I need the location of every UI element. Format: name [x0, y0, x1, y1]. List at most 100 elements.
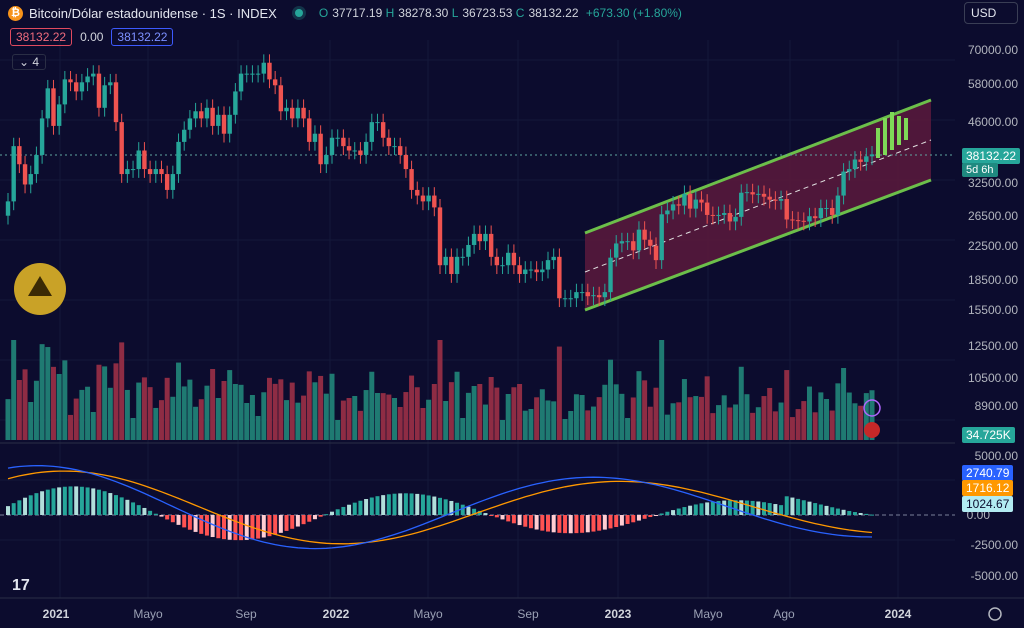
volume-bar — [136, 382, 142, 440]
candle — [193, 111, 198, 119]
candle — [756, 193, 761, 195]
candle — [159, 169, 164, 175]
candle — [62, 79, 68, 105]
candle — [204, 107, 210, 119]
symbol-title[interactable]: Bitcoin/Dólar estadounidense · 1S · INDE… — [29, 5, 277, 21]
price-tick-label: 58000.00 — [968, 77, 1018, 91]
macd-histogram-bar — [665, 511, 670, 515]
candle — [449, 256, 454, 275]
indicators-toggle[interactable]: ⌄ 4 — [12, 54, 47, 70]
macd-histogram-bar — [386, 494, 391, 515]
candle — [579, 292, 585, 294]
volume-bar — [664, 414, 670, 440]
market-status-icon — [294, 9, 303, 17]
macd-histogram-bar — [45, 489, 50, 515]
volume-bar — [659, 340, 665, 440]
volume-bar — [772, 411, 778, 440]
candle — [278, 85, 284, 112]
candle — [335, 137, 340, 139]
macd-histogram-bar — [23, 497, 28, 515]
volume-bar — [812, 412, 818, 440]
macd-histogram-bar — [34, 493, 39, 515]
macd-histogram-bar — [591, 515, 596, 532]
macd-histogram-bar — [182, 515, 187, 528]
volume-bar — [301, 395, 307, 440]
volume-bar — [619, 393, 625, 440]
macd-histogram-bar — [460, 504, 465, 515]
macd-histogram-bar — [847, 510, 852, 515]
candle — [113, 82, 119, 123]
candle — [818, 208, 824, 219]
volume-bar — [284, 400, 290, 440]
macd-histogram-bar — [455, 502, 460, 515]
candle — [636, 229, 642, 251]
lightning-icon — [863, 399, 881, 417]
candle — [602, 292, 608, 298]
macd-histogram-bar — [108, 493, 113, 515]
macd-histogram-bar — [57, 487, 62, 515]
candle — [369, 122, 374, 142]
macd-histogram-bar — [546, 515, 550, 532]
candle — [864, 156, 869, 162]
tradingview-logo: 17 — [12, 577, 30, 594]
volume-bar — [448, 382, 454, 440]
channel-fill — [585, 100, 931, 310]
candle — [142, 150, 147, 170]
settings-gear-icon[interactable] — [988, 607, 1002, 621]
candle — [562, 298, 568, 300]
candle — [324, 154, 329, 165]
volume-bar — [181, 386, 187, 440]
currency-selector[interactable]: USD — [964, 2, 1018, 24]
macd-histogram-bar — [415, 493, 420, 515]
volume-bar — [738, 366, 744, 440]
chevron-down-icon: ⌄ — [19, 55, 30, 69]
candle — [199, 111, 204, 119]
candle — [483, 233, 488, 242]
volume-bar — [153, 407, 159, 440]
candle — [119, 122, 124, 175]
macd-histogram-bar — [96, 489, 101, 515]
macd-histogram-bar — [187, 515, 192, 530]
candle — [744, 192, 750, 194]
sell-price[interactable]: 38132.22 — [10, 28, 73, 46]
macd-histogram-bar — [438, 497, 442, 515]
volume-bar — [551, 401, 557, 440]
volume-bar — [397, 407, 403, 440]
volume-bar — [363, 390, 369, 440]
time-tick-label: Mayo — [693, 607, 723, 621]
volume-bar — [232, 384, 238, 440]
macd-histogram-bar — [165, 515, 170, 520]
macd-histogram-bar — [51, 488, 56, 515]
candle — [574, 292, 579, 299]
volume-bar — [352, 396, 358, 440]
macd-histogram-bar — [17, 500, 22, 515]
buy-price[interactable]: 38132.22 — [111, 28, 174, 46]
candle — [869, 154, 875, 157]
candle — [380, 122, 386, 138]
candle — [267, 62, 272, 80]
volume-bar — [670, 403, 676, 440]
volume-bar — [539, 389, 545, 440]
candle — [409, 169, 414, 190]
macd-histogram-bar — [705, 502, 710, 515]
candle — [835, 195, 841, 215]
candle — [471, 233, 477, 245]
macd-histogram-bar — [239, 515, 244, 541]
candle — [45, 88, 50, 119]
candle — [551, 256, 556, 261]
macd-histogram-bar — [824, 505, 829, 515]
volume-bar — [11, 340, 17, 440]
macd-tick-label: -5000.00 — [971, 569, 1019, 583]
candle — [784, 199, 789, 220]
candle — [437, 207, 443, 266]
volume-bar — [721, 395, 727, 440]
time-tick-label: Mayo — [133, 607, 163, 621]
macd-histogram-bar — [6, 506, 10, 515]
volume-bar — [590, 406, 596, 440]
candle — [147, 169, 153, 175]
volume-bar — [238, 384, 244, 440]
macd-histogram-bar — [170, 515, 175, 523]
macd-histogram-bar — [580, 515, 585, 533]
candle — [312, 133, 318, 142]
